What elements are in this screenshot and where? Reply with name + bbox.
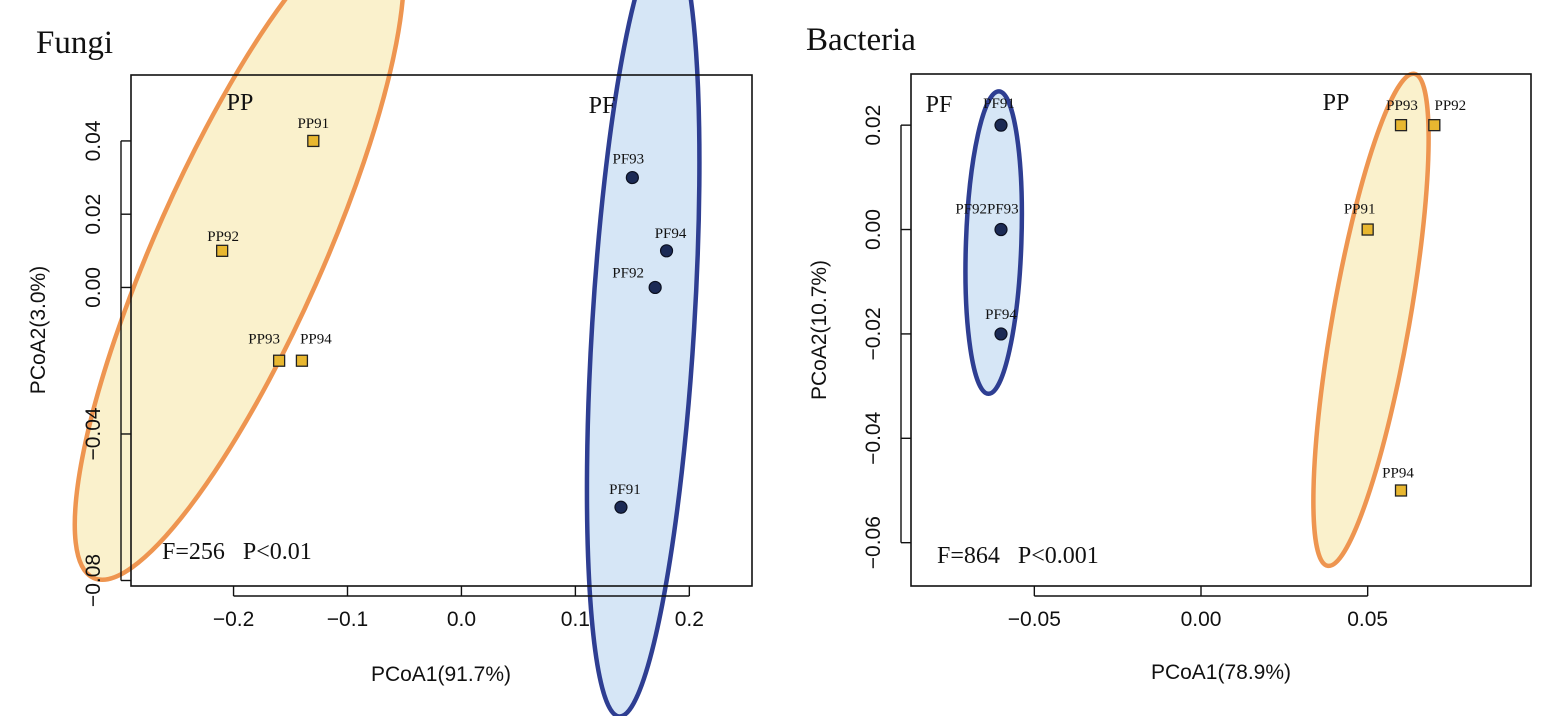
bacteria-y-tick-label: −0.02 [862,307,885,360]
fungi-pf-ellipse [584,0,702,716]
fungi-point-label-pp92: PP92 [207,229,239,245]
fungi-point-pf93 [625,170,639,185]
bacteria-y-tick-label: 0.02 [862,105,885,146]
bacteria-y-axis: −0.06 −0.04 −0.02 0.00 0.02 [862,105,911,569]
fungi-x-tick-label: −0.1 [327,608,368,631]
bacteria-pp-group-label: PP [1323,90,1350,116]
bacteria-point-pp94 [1394,484,1408,497]
fungi-point-pp94 [295,354,309,367]
bacteria-title: Bacteria [806,22,916,58]
bacteria-y-tick-label: 0.00 [862,209,885,250]
bacteria-y-tick-label: −0.06 [862,516,885,569]
fungi-x-axis-label: PCoA1(91.7%) [371,663,511,686]
bacteria-point-label-pp93: PP93 [1386,98,1418,114]
fungi-y-tick-label: 0.04 [82,120,105,161]
fungi-x-tick-label: 0.2 [675,608,704,631]
bacteria-x-axis: −0.05 0.00 0.05 [1008,586,1388,631]
bacteria-points: PF91 PF92PF93 PF94 PP93 PP92 PP91 PP94 [955,96,1466,497]
bacteria-x-tick-label: −0.05 [1008,608,1061,631]
fungi-point-label-pf94: PF94 [655,226,687,242]
fungi-point-pf91 [614,500,628,514]
fungi-point-label-pf92: PF92 [612,265,644,281]
fungi-y-tick-label: −0.04 [82,407,105,460]
fungi-points: PP91 PP92 PP93 PP94 PF91 PF92 PF93 PF94 [207,116,687,514]
fungi-point-pp93 [272,354,286,367]
bacteria-pp-ellipse [1311,71,1431,569]
fungi-title: Fungi [36,25,113,61]
fungi-pp-ellipse [72,0,406,582]
bacteria-plot-frame [910,73,1532,587]
bacteria-point-label-pp94: PP94 [1382,465,1414,481]
fungi-y-tick-label: −0.08 [82,554,105,607]
fungi-point-label-pp91: PP91 [297,116,329,132]
fungi-x-axis: −0.2 −0.1 0.0 0.1 0.2 [213,586,704,631]
bacteria-point-pf91 [994,118,1008,132]
fungi-point-label-pf91: PF91 [609,482,641,498]
bacteria-point-pp91 [1361,223,1374,236]
fungi-x-tick-label: −0.2 [213,608,254,631]
bacteria-x-tick-label: 0.00 [1181,608,1222,631]
fungi-plot-frame [130,74,753,587]
bacteria-y-axis-label: PCoA2(10.7%) [808,260,831,400]
bacteria-point-label-pp92: PP92 [1434,98,1466,114]
fungi-pf-group-label: PF [589,93,616,119]
fungi-pp-group-label: PP [227,90,254,116]
bacteria-pf-ellipse [963,89,1025,397]
fungi-point-pp92 [216,244,229,257]
bacteria-pf-group-label: PF [926,92,953,118]
fungi-group-ellipses [72,0,702,716]
fungi-point-label-pp93: PP93 [248,332,280,348]
fungi-y-axis: −0.08 −0.04 0.00 0.02 0.04 [82,120,131,607]
bacteria-point-label-pf91: PF91 [983,96,1015,112]
fungi-y-tick-label: 0.00 [82,267,105,308]
fungi-x-tick-label: 0.1 [561,608,590,631]
bacteria-point-pp92 [1428,118,1441,132]
bacteria-point-label-pp91: PP91 [1344,202,1376,218]
bacteria-x-tick-label: 0.05 [1347,608,1388,631]
fungi-panel: Fungi −0.2 −0.1 0.0 0.1 0.2 −0.08 −0.04 0.00 0.… [27,0,753,716]
fungi-x-tick-label: 0.0 [447,608,476,631]
fungi-y-axis-label: PCoA2(3.0%) [27,266,50,394]
bacteria-y-tick-label: −0.04 [862,411,885,464]
bacteria-group-ellipses [963,71,1431,569]
fungi-point-pp91 [307,134,320,148]
bacteria-x-axis-label: PCoA1(78.9%) [1151,661,1291,684]
fungi-y-tick-label: 0.02 [82,194,105,235]
bacteria-point-pp93 [1394,118,1408,132]
fungi-point-pf94 [659,244,674,258]
fungi-point-pf92 [648,280,662,295]
fungi-stat-label: F=256 P<0.01 [162,539,312,565]
bacteria-point-label-pf92pf93: PF92PF93 [955,202,1018,218]
bacteria-point-pf94 [994,327,1008,341]
fungi-point-label-pf93: PF93 [613,152,645,168]
bacteria-point-label-pf94: PF94 [985,307,1017,323]
fungi-point-label-pp94: PP94 [300,332,332,348]
bacteria-point-pf92pf93 [994,222,1008,237]
bacteria-stat-label: F=864 P<0.001 [937,543,1099,569]
bacteria-panel: Bacteria −0.05 0.00 0.05 −0.06 −0.04 −0.02 0.… [806,22,1532,684]
